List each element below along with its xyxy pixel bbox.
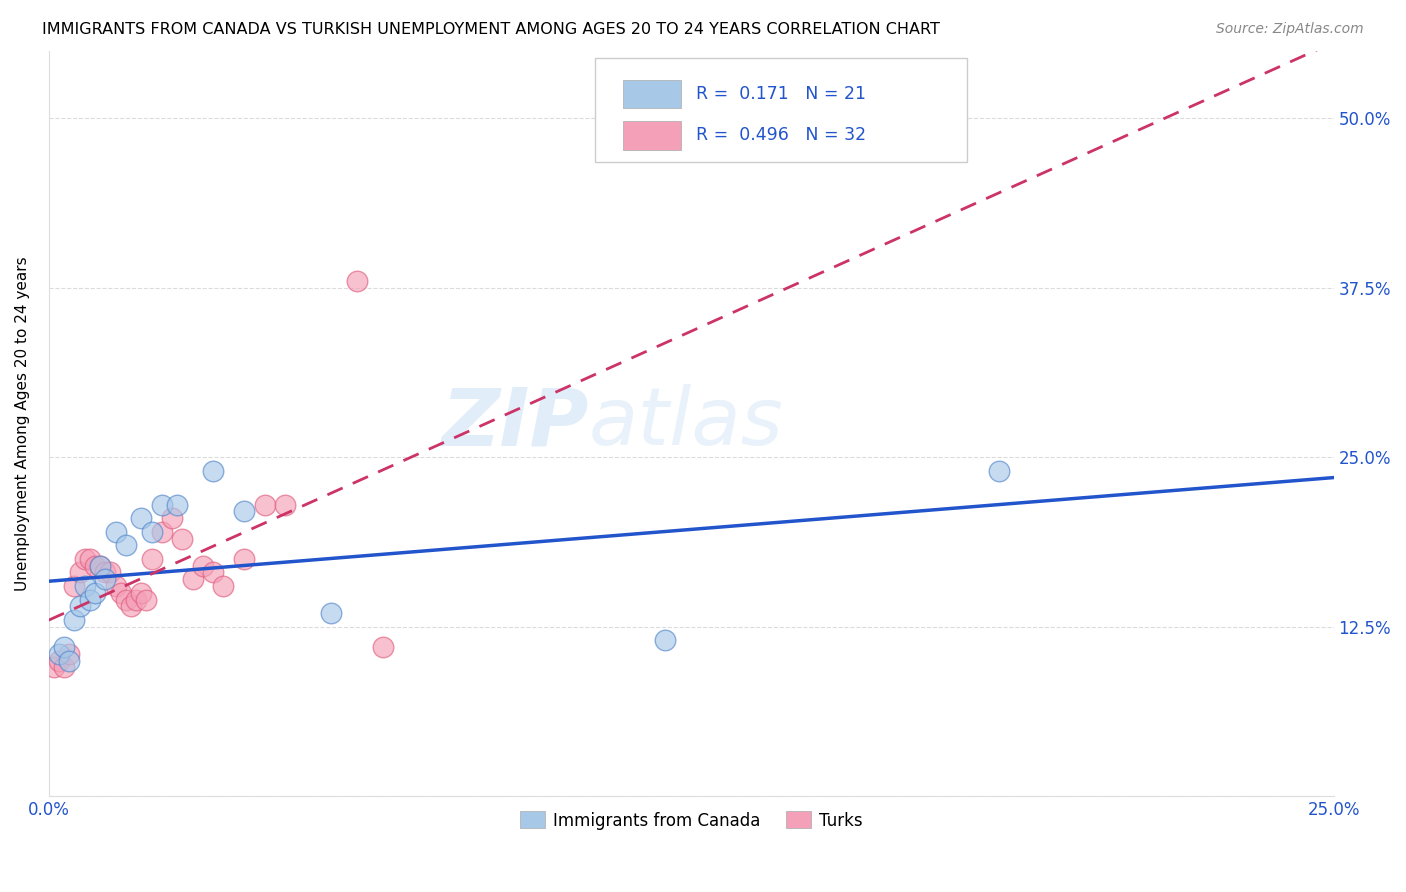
Point: [48, 654, 70, 668]
Point: [79, 592, 101, 607]
Point: [346, 274, 368, 288]
Point: [212, 579, 235, 593]
FancyBboxPatch shape: [623, 121, 681, 150]
Point: [53, 640, 76, 654]
Point: [114, 592, 136, 607]
Point: [191, 558, 214, 573]
Point: [69, 599, 91, 614]
Text: atlas: atlas: [588, 384, 783, 462]
Point: [129, 586, 152, 600]
Point: [84, 586, 107, 600]
Point: [110, 586, 132, 600]
Point: [253, 498, 276, 512]
Point: [58, 654, 80, 668]
FancyBboxPatch shape: [623, 80, 681, 108]
Point: [63, 613, 86, 627]
Legend: Immigrants from Canada, Turks: Immigrants from Canada, Turks: [513, 805, 869, 836]
Point: [114, 538, 136, 552]
Point: [321, 606, 343, 620]
Point: [202, 464, 225, 478]
Point: [181, 572, 204, 586]
Point: [233, 504, 256, 518]
Point: [150, 498, 173, 512]
Point: [53, 660, 76, 674]
Point: [84, 558, 107, 573]
FancyBboxPatch shape: [595, 58, 967, 162]
Text: ZIP: ZIP: [441, 384, 588, 462]
Point: [94, 572, 117, 586]
Point: [89, 558, 111, 573]
Point: [79, 552, 101, 566]
Point: [100, 566, 122, 580]
Text: Source: ZipAtlas.com: Source: ZipAtlas.com: [1216, 22, 1364, 37]
Point: [160, 511, 183, 525]
Text: R =  0.496   N = 32: R = 0.496 N = 32: [696, 127, 866, 145]
Point: [42, 660, 65, 674]
Point: [58, 647, 80, 661]
Point: [94, 566, 117, 580]
Point: [371, 640, 394, 654]
Point: [63, 579, 86, 593]
Point: [274, 498, 297, 512]
Point: [104, 524, 127, 539]
Point: [125, 592, 148, 607]
Point: [654, 633, 676, 648]
Text: R =  0.171   N = 21: R = 0.171 N = 21: [696, 86, 866, 103]
Point: [73, 579, 96, 593]
Point: [48, 647, 70, 661]
Point: [89, 558, 111, 573]
Y-axis label: Unemployment Among Ages 20 to 24 years: Unemployment Among Ages 20 to 24 years: [15, 256, 30, 591]
Point: [233, 552, 256, 566]
Point: [73, 552, 96, 566]
Point: [69, 566, 91, 580]
Point: [150, 524, 173, 539]
Point: [129, 511, 152, 525]
Point: [120, 599, 142, 614]
Text: IMMIGRANTS FROM CANADA VS TURKISH UNEMPLOYMENT AMONG AGES 20 TO 24 YEARS CORRELA: IMMIGRANTS FROM CANADA VS TURKISH UNEMPL…: [42, 22, 941, 37]
Point: [202, 566, 225, 580]
Point: [141, 524, 163, 539]
Point: [166, 498, 188, 512]
Point: [141, 552, 163, 566]
Point: [172, 532, 194, 546]
Point: [135, 592, 157, 607]
Point: [988, 464, 1011, 478]
Point: [104, 579, 127, 593]
